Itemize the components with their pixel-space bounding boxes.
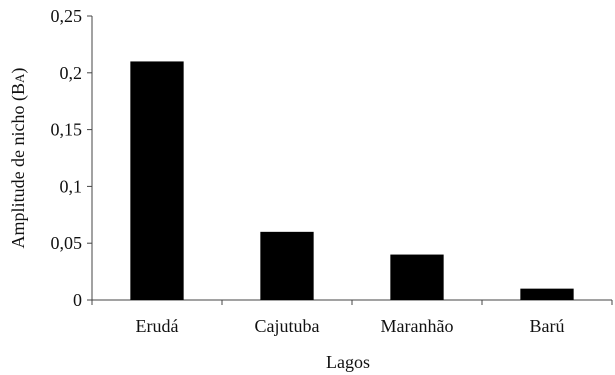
bar-series [130, 61, 574, 300]
y-axis: 0 0,05 0,1 0,15 0,2 0,25 [51, 6, 93, 310]
x-axis-ticks: Erudá Cajutuba Maranhão Barú [91, 300, 613, 336]
x-tick-label: Maranhão [381, 316, 454, 336]
y-tick-label: 0,2 [60, 63, 83, 83]
y-axis-title: Amplitude de nicho (BA) [8, 68, 29, 249]
bar [390, 254, 444, 300]
x-axis: Erudá Cajutuba Maranhão Barú [91, 299, 613, 336]
y-tick-label: 0,25 [51, 6, 83, 26]
x-tick-label: Barú [530, 316, 565, 336]
x-axis-title: Lagos [326, 352, 370, 372]
y-tick-label: 0,1 [60, 176, 83, 196]
y-axis-ticks: 0 0,05 0,1 0,15 0,2 0,25 [51, 6, 92, 310]
y-tick-label: 0,05 [51, 233, 83, 253]
bar [130, 61, 184, 300]
y-axis-title-close: ) [8, 68, 29, 74]
x-tick-label: Erudá [136, 316, 179, 336]
y-axis-title-main: Amplitude de nicho (B [8, 83, 29, 248]
bar [520, 288, 574, 300]
bar [260, 231, 314, 300]
y-tick-label: 0 [73, 290, 82, 310]
x-tick-label: Cajutuba [255, 316, 320, 336]
y-tick-label: 0,15 [51, 120, 83, 140]
y-axis-title-subscript: A [12, 73, 27, 83]
